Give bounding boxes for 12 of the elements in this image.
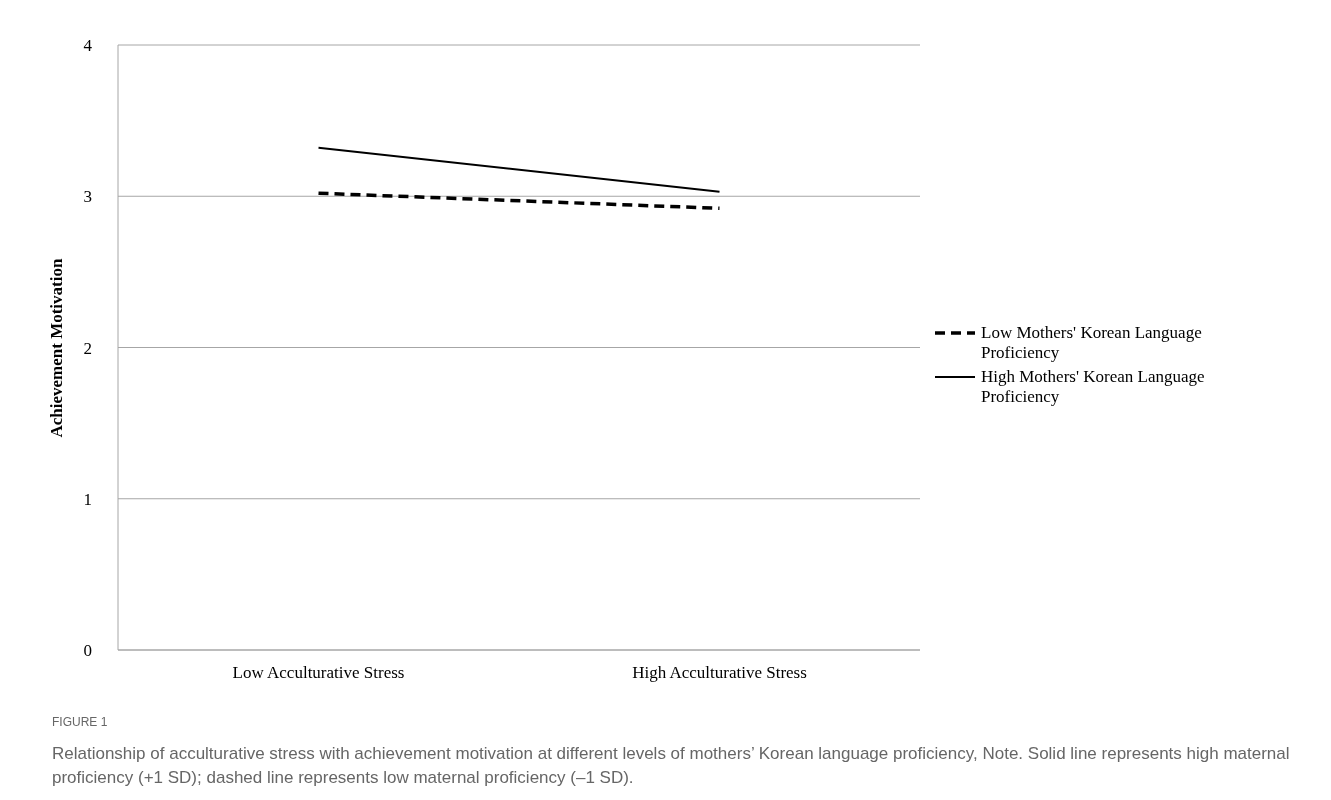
legend-label: Low Mothers' Korean Language Proficiency [981,323,1203,363]
y-axis-title: Achievement Motivation [47,258,67,438]
x-tick-label: High Acculturative Stress [632,663,807,683]
legend-label: High Mothers' Korean Language Proficiency [981,367,1206,407]
text: Relationship of acculturative stress with achievement motivation at different levels of mothers’ Korean language proficiency, Note. Solid line represents high maternal proficiency (+1 SD); dashed line represents low maternal proficiency (–1 SD). [52,743,1291,789]
y-tick-label: 1 [83,489,92,509]
x-tick-label: Low Acculturative Stress [232,663,405,683]
caption: FIGURE 1 [52,714,109,731]
y-tick-label: 4 [83,36,93,56]
y-tick-label: 3 [83,187,92,207]
y-tick-label: 2 [83,338,92,358]
y-tick-label: 0 [83,641,92,661]
